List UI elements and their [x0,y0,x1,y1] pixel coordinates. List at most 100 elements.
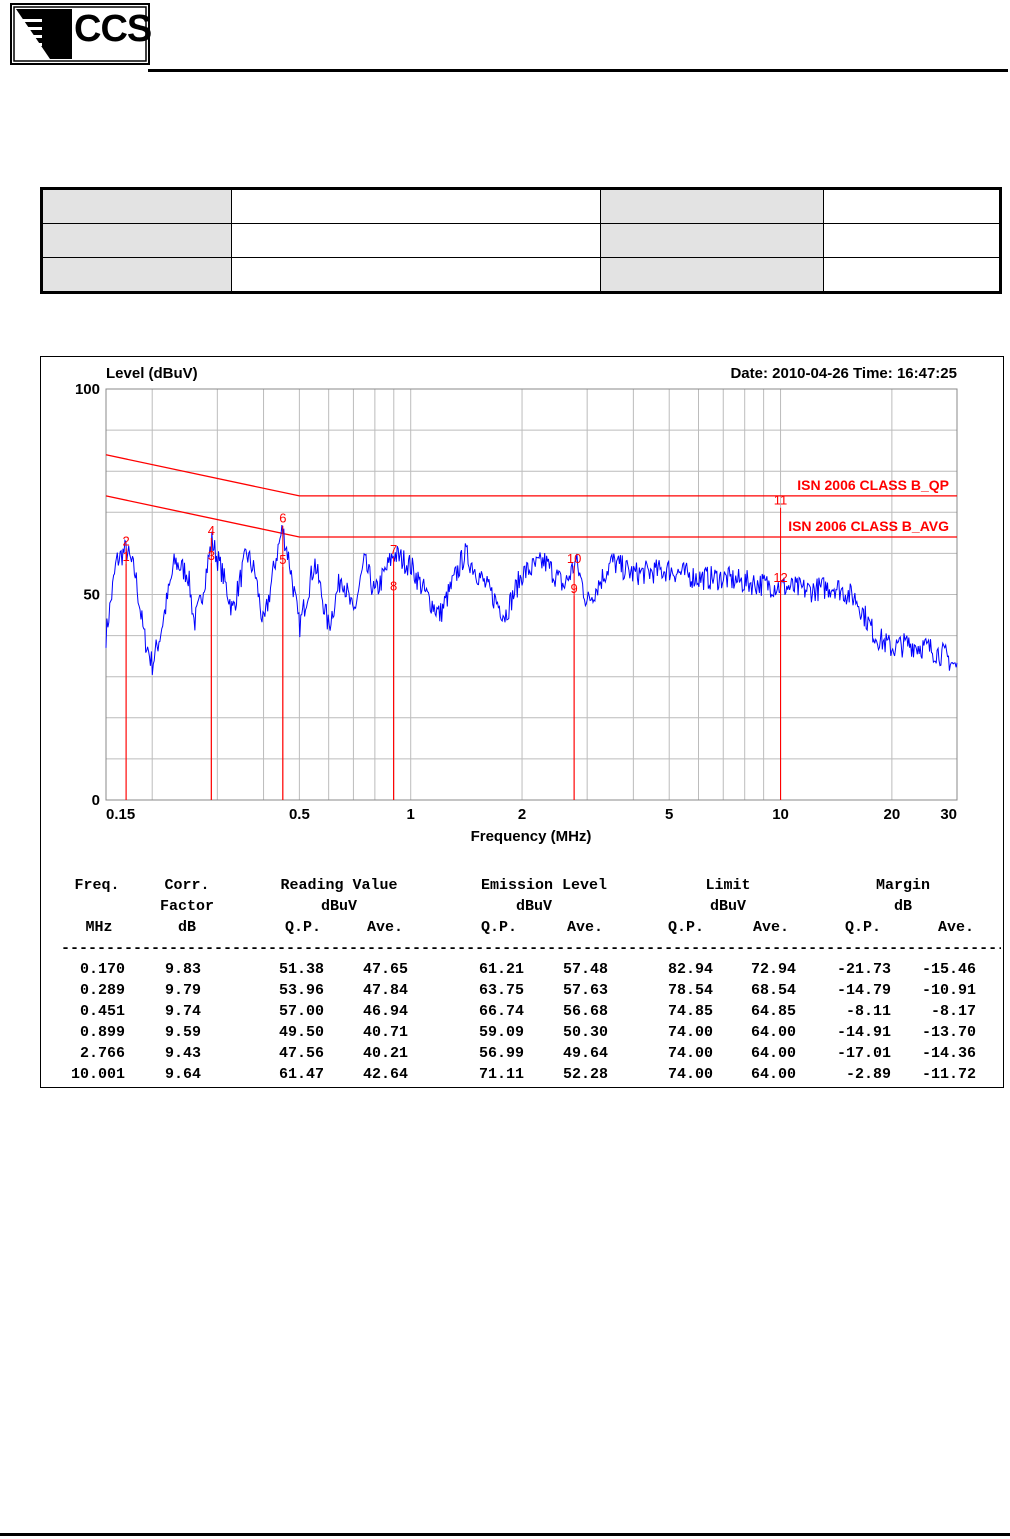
results-cell: 61.47 [278,1066,324,1083]
emission-chart: ISN 2006 CLASS B_QP ISN 2006 CLASS B_AVG … [40,356,1004,1088]
emission-trace [105,524,958,675]
results-cell: 57.00 [278,1003,324,1020]
x-tick-label: 20 [884,806,901,823]
results-cell: -8.17 [930,1003,976,1020]
marker-label: 10 [567,551,581,566]
results-cell: 10.001 [70,1066,125,1083]
results-header-cell: Corr. [164,877,210,894]
results-cell: -14.79 [836,982,891,999]
results-cell: 56.68 [562,1003,608,1020]
results-header-cell: Reading Value [280,877,398,894]
results-cell: 49.64 [562,1045,608,1062]
results-cell: -8.11 [845,1003,891,1020]
results-cell: 57.48 [562,961,608,978]
results-row: 0.170 9.83 51.38 47.65 61.21 57.48 82.94 72.94 -… [41,961,1001,982]
marker-label: 12 [773,570,787,585]
results-cell: 63.75 [478,982,524,999]
x-tick-label: 10 [772,806,789,823]
results-cell: 47.65 [362,961,408,978]
info-value-cell [231,257,601,293]
y-tick-label: 100 [75,381,100,398]
x-tick-label: 0.15 [106,806,135,823]
results-cell: 9.79 [164,982,201,999]
results-cell: 49.50 [278,1024,324,1041]
results-cell: 47.56 [278,1045,324,1062]
results-header-cell: Margin [875,877,931,894]
footer-rule [0,1533,1010,1536]
results-cell: 78.54 [667,982,713,999]
results-cell: 42.64 [362,1066,408,1083]
info-row [41,223,1001,258]
info-value-cell [823,223,1001,258]
results-body: 0.170 9.83 51.38 47.65 61.21 57.48 82.94 72.94 -… [41,961,1001,1087]
results-cell: 64.00 [750,1024,796,1041]
info-label-cell [600,223,824,258]
results-cell: 0.899 [79,1024,125,1041]
results-row: 10.001 9.64 61.47 42.64 71.11 52.28 74.00 64.00… [41,1066,1001,1087]
marker-label: 11 [774,493,788,508]
info-row [41,257,1001,293]
results-cell: -17.01 [836,1045,891,1062]
results-header-cell: Q.P. [480,919,518,936]
results-cell: 66.74 [478,1003,524,1020]
marker-label: 4 [208,523,215,538]
results-cell: -15.46 [921,961,976,978]
results-header-row: Freq. Corr. Reading Value Emission Level Lim… [41,877,1001,898]
results-header-cell: Ave. [937,919,975,936]
x-tick-label: 30 [940,806,957,823]
results-header-cell: Q.P. [284,919,322,936]
results-cell: 74.00 [667,1045,713,1062]
results-row: 0.899 9.59 49.50 40.71 59.09 50.30 74.00 64.00 -… [41,1024,1001,1045]
info-label-cell [600,188,824,224]
results-cell: 82.94 [667,961,713,978]
x-tick-label: 2 [518,806,526,823]
y-tick-label: 0 [92,792,100,809]
info-value-cell [823,257,1001,293]
results-row: 0.451 9.74 57.00 46.94 66.74 56.68 74.85 64.85 -… [41,1003,1001,1024]
results-cell: 9.64 [164,1066,201,1083]
results-cell: 50.30 [562,1024,608,1041]
results-cell: 0.289 [79,982,125,999]
results-header-cell: MHz [85,919,113,936]
info-value-cell [823,188,1001,224]
results-cell: 72.94 [750,961,796,978]
results-cell: 64.85 [750,1003,796,1020]
plot-border [105,388,958,801]
results-cell: -14.36 [921,1045,976,1062]
results-cell: 53.96 [278,982,324,999]
results-cell: 9.59 [164,1024,201,1041]
results-cell: 71.11 [478,1066,524,1083]
results-cell: -2.89 [845,1066,891,1083]
info-value-cell [231,188,601,224]
info-label-cell [41,223,232,258]
results-cell: 52.28 [562,1066,608,1083]
marker-label: 6 [279,511,286,526]
test-info-table [40,187,1002,294]
x-tick-label: 0.5 [289,806,310,823]
results-header-cell: Factor [159,898,215,915]
logo-mark [10,3,150,65]
results-cell: 74.00 [667,1066,713,1083]
info-label-cell [41,188,232,224]
company-logo [10,3,150,65]
x-axis-label: Frequency (MHz) [471,828,592,845]
results-header-cell: Ave. [366,919,404,936]
y-axis-label: Level (dBuV) [106,365,198,382]
info-label-cell [600,257,824,293]
info-row [41,188,1001,224]
results-table: Freq. Corr. Reading Value Emission Level Lim… [41,877,1001,1087]
results-header-cell: Limit [705,877,751,894]
results-cell: 40.71 [362,1024,408,1041]
results-cell: 68.54 [750,982,796,999]
results-cell: 74.00 [667,1024,713,1041]
marker-label: 7 [390,542,397,557]
results-cell: 51.38 [278,961,324,978]
logo-text: CCS [74,8,152,50]
results-row: 2.766 9.43 47.56 40.21 56.99 49.64 74.00 64.00 -… [41,1045,1001,1066]
marker-label: 2 [122,533,129,548]
results-header-row: Factor dBuV dBuV dBuV dB [41,898,1001,919]
results-cell: 59.09 [478,1024,524,1041]
results-cell: 9.43 [164,1045,201,1062]
results-cell: 74.85 [667,1003,713,1020]
